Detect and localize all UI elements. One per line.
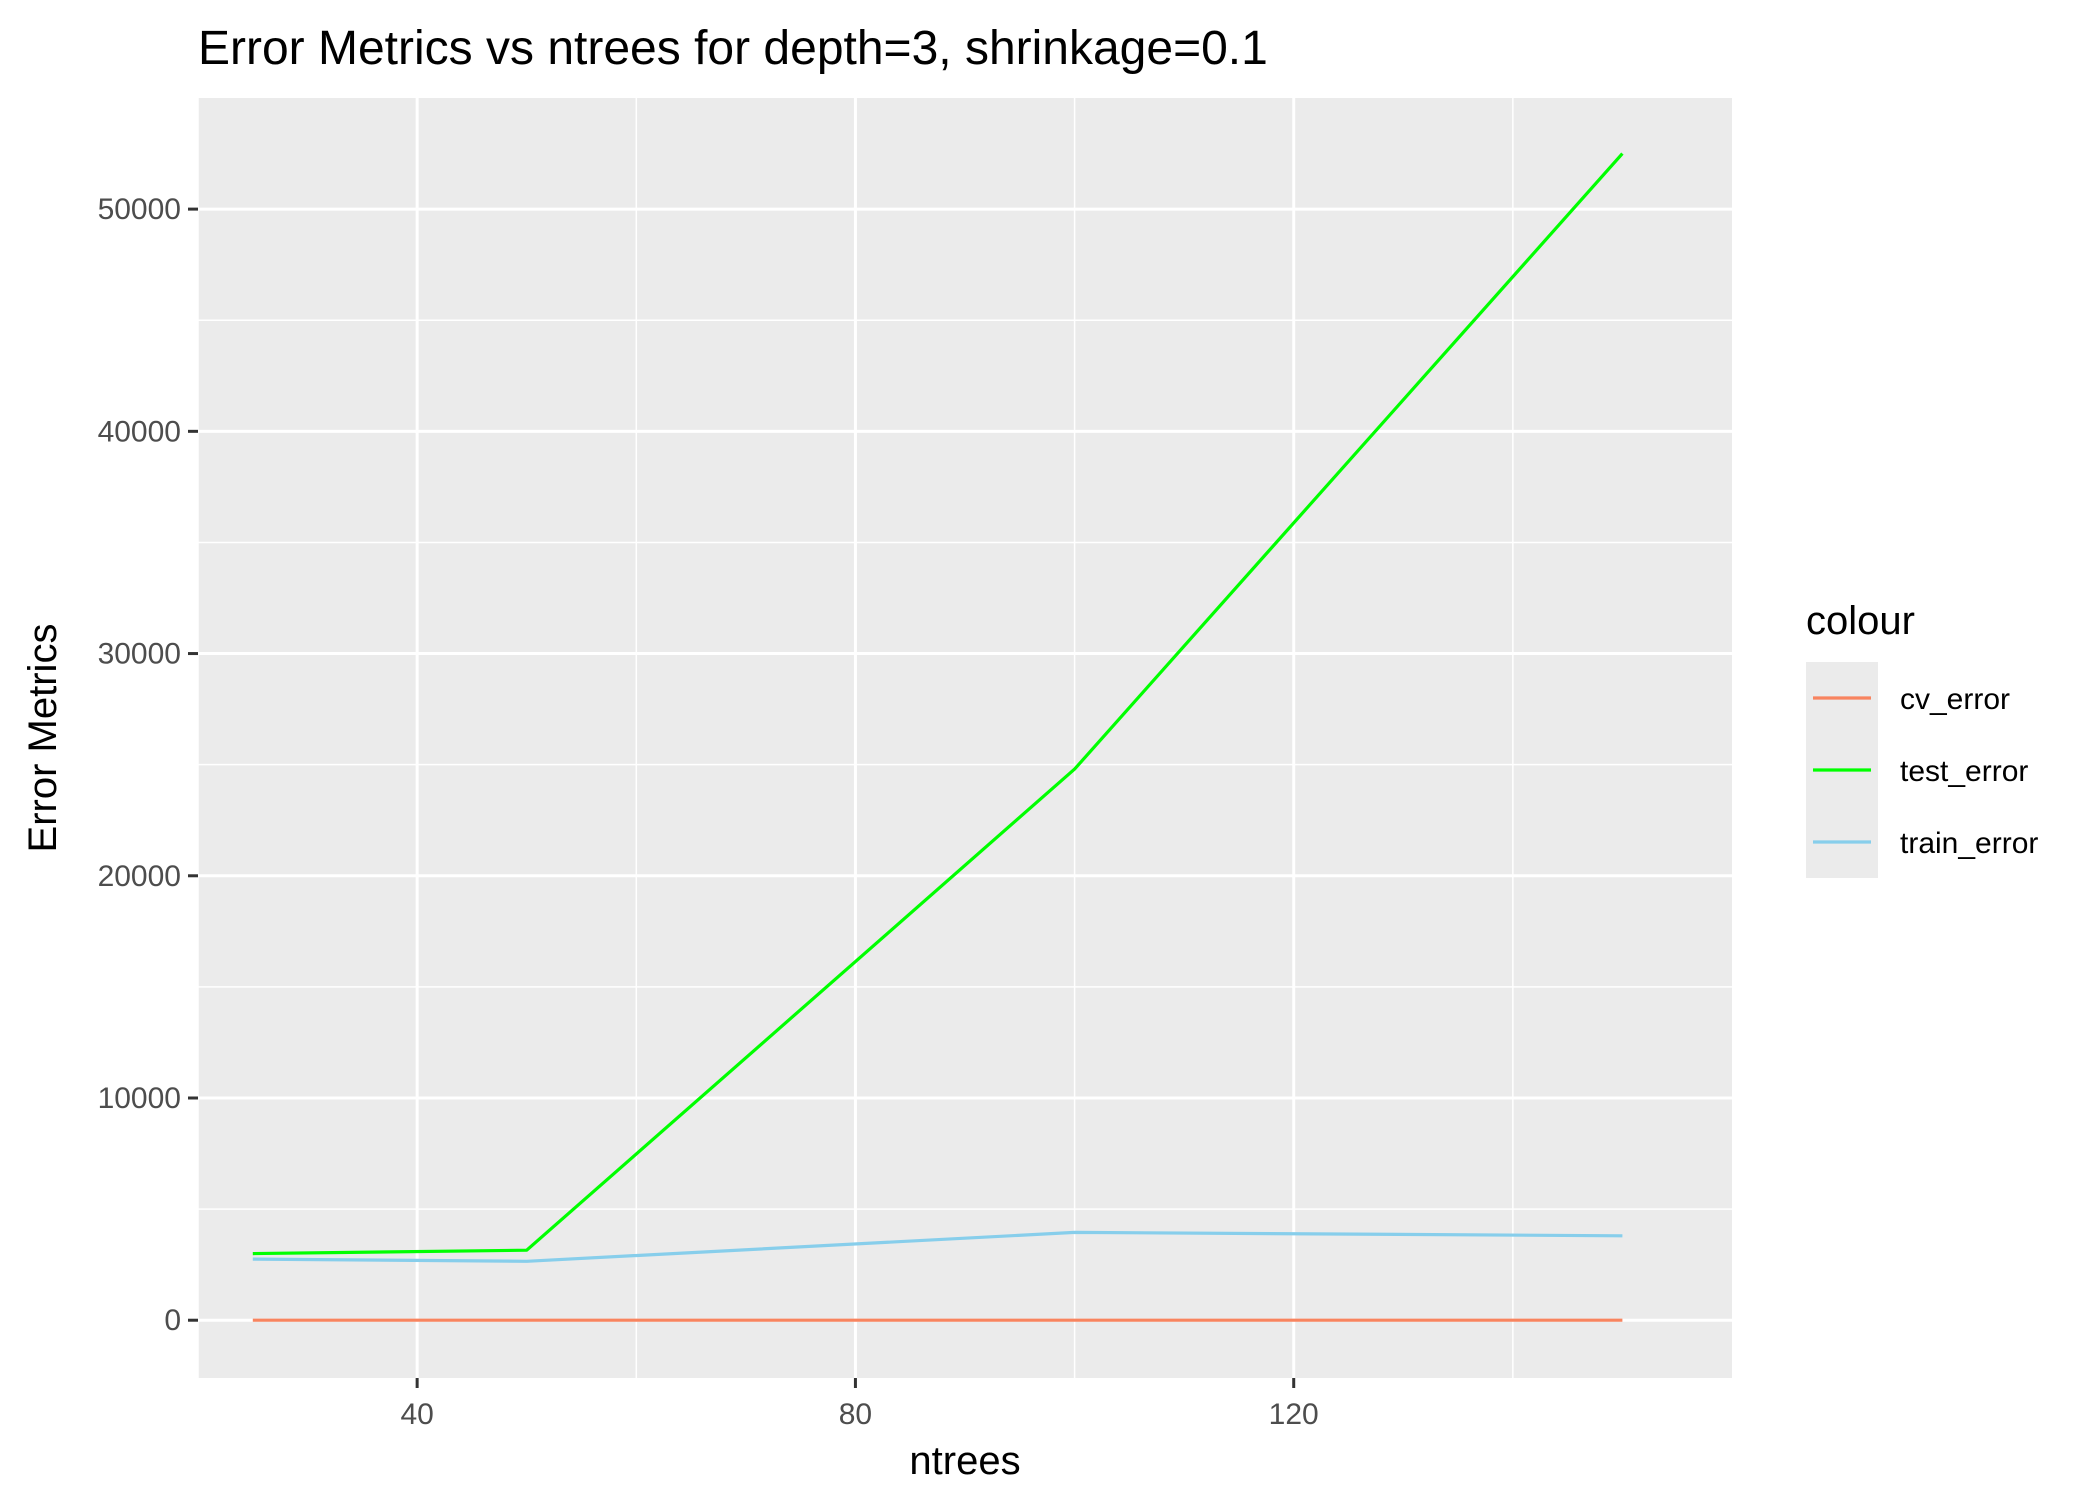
x-axis-title: ntrees bbox=[909, 1439, 1020, 1483]
legend-label-train-error: train_error bbox=[1900, 827, 2038, 860]
chart-title: Error Metrics vs ntrees for depth=3, shr… bbox=[198, 22, 1268, 75]
y-tick-label-5: 50000 bbox=[98, 193, 181, 226]
y-tick-label-4: 40000 bbox=[98, 415, 181, 448]
major-gridlines bbox=[198, 98, 1732, 1378]
legend-items: cv_error test_error train_error bbox=[1813, 683, 2038, 860]
y-tick-label-1: 10000 bbox=[98, 1082, 181, 1115]
x-tick-label-0: 40 bbox=[400, 1398, 433, 1431]
legend-title: colour bbox=[1806, 599, 1915, 643]
y-axis-ticks: 0 10000 20000 30000 40000 50000 bbox=[98, 193, 198, 1337]
series-lines bbox=[252, 152, 1624, 1322]
legend-label-cv-error: cv_error bbox=[1900, 683, 2010, 716]
series-line-train-error bbox=[252, 1230, 1623, 1263]
minor-gridlines bbox=[197, 98, 1732, 1378]
x-tick-label-1: 80 bbox=[839, 1398, 872, 1431]
y-axis-title: Error Metrics bbox=[21, 624, 65, 853]
x-tick-label-2: 120 bbox=[1269, 1398, 1319, 1431]
plot-panel bbox=[198, 98, 1732, 1378]
y-tick-label-3: 30000 bbox=[98, 638, 181, 671]
legend: colour cv_error test_error train_error bbox=[1806, 599, 2038, 878]
x-axis-ticks: 40 80 120 bbox=[400, 1378, 1319, 1431]
y-tick-label-0: 0 bbox=[164, 1304, 181, 1337]
y-tick-label-2: 20000 bbox=[98, 860, 181, 893]
legend-label-test-error: test_error bbox=[1900, 755, 2028, 788]
series-line-test-error bbox=[252, 152, 1624, 1256]
